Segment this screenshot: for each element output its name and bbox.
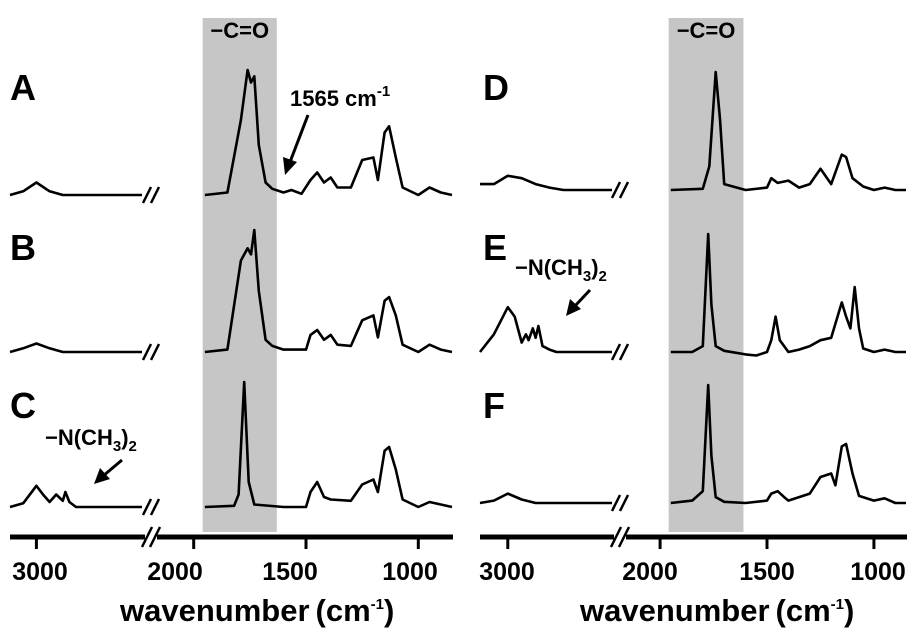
axis-break-slash-1 [140,526,154,548]
peak-annotation-text: 1565 cm [290,86,377,111]
axis-break-slash-1 [609,526,623,548]
amine-annotation-e-prefix: −N(CH [515,255,583,280]
axis-break-left [140,526,162,548]
amine-annotation-c-sub2: 2 [129,438,137,455]
amine-annotation-e: −N(CH3)2 [515,255,607,285]
panel-label-a: A [10,67,36,108]
spectrum-f-segment-1 [479,492,612,505]
x-tick-label-3000-left: 3000 [12,558,68,586]
spectrum-e-break-slash-1 [610,343,622,361]
x-axis-unit-exp-left: -1 [371,596,384,613]
x-axis-label-left: wavenumber (cm-1) [119,593,394,628]
amine-annotation-e-arrow-head [566,299,581,316]
panel-label-d: D [483,67,509,108]
panel-label-b: B [10,227,36,268]
x-tick-label-1500-left: 1500 [262,558,318,586]
spectrum-a-break-slash-2 [149,186,161,204]
x-tick-label-2000-right: 2000 [622,558,678,586]
spectrum-e-break-slash-2 [618,343,630,361]
x-axis-label-word-left: wavenumber [119,593,310,628]
spectrum-d-segment-1 [480,174,612,192]
panel-label-f: F [483,385,505,426]
amine-annotation-c-prefix: −N(CH [45,425,113,450]
x-tick-label-2000-left: 2000 [147,558,203,586]
spectrum-c-break-slash-2 [149,498,161,516]
amine-annotation-e-sub: 3 [583,268,591,285]
x-axis-unit-close-right: ) [844,593,854,628]
axis-break-slash-2 [148,526,162,548]
spectrum-e-segment-2 [670,232,906,357]
panel-label-c: C [10,385,36,426]
amine-annotation-c-sub: 3 [113,438,121,455]
spectrum-b-break-slash-2 [149,343,161,361]
x-axis-label-right: wavenumber (cm-1) [579,593,854,628]
spectrum-a-segment-2 [204,68,453,197]
amine-annotation-c: −N(CH3)2 [45,425,137,455]
amine-annotation-c-suffix: ) [121,425,128,450]
x-axis-unit-left: (cm [316,593,371,628]
amine-annotation-c-arrow-head [94,468,110,484]
x-tick-label-1500-right: 1500 [739,558,795,586]
spectrum-f-break-slash-2 [618,494,630,512]
spectrum-a-break-slash-1 [141,186,153,204]
spectrum-d-break-slash-1 [610,181,622,199]
spectrum-b-segment-2 [204,228,453,354]
right-traces [478,70,906,512]
left-chart: −C=O A B C 3000 2000 1500 1000 wavenumbe… [9,18,453,628]
x-tick-label-1000-right: 1000 [850,558,906,586]
spectrum-a-segment-1 [9,181,142,197]
x-tick-label-3000-right: 3000 [479,558,535,586]
x-axis-unit-close-left: ) [384,593,394,628]
spectrum-c-segment-2 [204,380,453,509]
x-axis-label-word-right: wavenumber [579,593,770,628]
peak-annotation-arrow-line [288,114,310,163]
amine-annotation-e-arrow-line [572,288,592,309]
spectrum-c-segment-1 [9,484,142,509]
amine-annotation-c-arrow-line [102,458,123,478]
spectrum-d-segment-2 [670,70,906,192]
spectrum-b-break-slash-1 [141,343,153,361]
peak-annotation-1565: 1565 cm-1 [290,83,390,111]
spectrum-d-break-slash-2 [618,181,630,199]
left-traces [9,68,453,516]
peak-annotation-exp: -1 [377,83,390,100]
x-axis-unit-right: (cm [776,593,831,628]
spectrum-f-break-slash-1 [610,494,622,512]
carbonyl-band-label-right: −C=O [677,18,736,43]
x-ticks-right [506,537,876,549]
amine-annotation-e-sub2: 2 [599,268,607,285]
spectrum-c-break-slash-1 [141,498,153,516]
spectrum-b-segment-1 [9,342,142,354]
spectrum-f-segment-2 [670,383,906,505]
axis-break-right [609,526,631,548]
panel-label-e: E [483,227,507,268]
x-tick-label-1000-left: 1000 [382,558,438,586]
carbonyl-band-label-left: −C=O [210,18,269,43]
axis-break-slash-2 [617,526,631,548]
amine-annotation-e-suffix: ) [591,255,598,280]
peak-annotation-arrow-head [283,157,297,175]
right-chart: −C=O D E F 3000 2000 1500 1000 wavenumbe… [478,18,907,628]
x-axis-unit-exp-right: -1 [831,596,844,613]
x-ticks-left [34,537,420,549]
spectrum-e-segment-1 [478,305,612,354]
